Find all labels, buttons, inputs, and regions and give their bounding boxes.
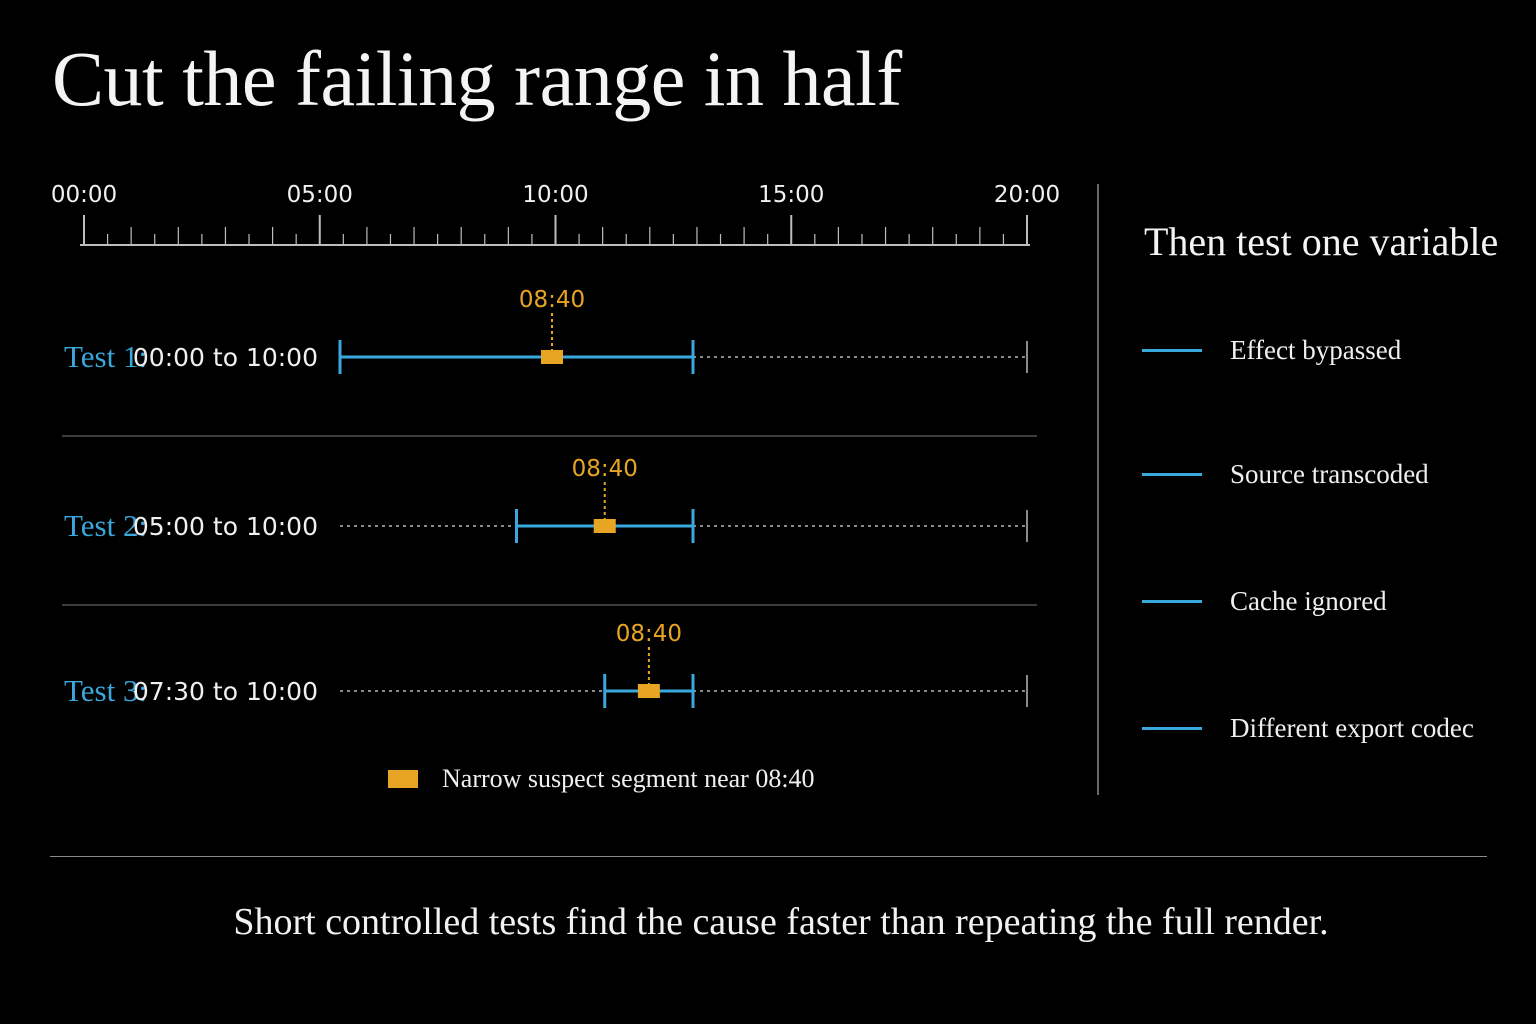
legend-label: Narrow suspect segment near 08:40: [442, 764, 815, 793]
suspect-marker-label: 08:40: [572, 456, 638, 482]
variable-line-icon: [1142, 599, 1202, 603]
suspect-marker-label: 08:40: [616, 621, 682, 647]
test-label: Test 3:: [64, 673, 147, 708]
variable-line-icon: [1142, 348, 1202, 352]
variable-item-effect-bypassed: Effect bypassed: [1142, 335, 1401, 365]
suspect-segment-marker: [541, 350, 563, 364]
variable-line-icon: [1142, 472, 1202, 476]
test-label: Test 1:: [64, 339, 147, 374]
test-range-text: 05:00 to 10:00: [133, 512, 318, 541]
suspect-segment-swatch-icon: [388, 770, 418, 788]
ruler-tick-label: 20:00: [994, 182, 1060, 208]
page-title: Cut the failing range in half: [52, 35, 902, 122]
ruler-tick-label: 00:00: [51, 182, 117, 208]
variable-item-source-transcoded: Source transcoded: [1142, 459, 1429, 489]
test-range-text: 00:00 to 10:00: [133, 343, 318, 372]
suspect-segment-marker: [593, 519, 616, 533]
ruler-tick-label: 15:00: [758, 182, 824, 208]
side-panel-title: Then test one variable: [1144, 219, 1499, 264]
variable-label: Different export codec: [1230, 712, 1474, 743]
footer-divider: [50, 856, 1487, 857]
test-label: Test 2:: [64, 508, 147, 543]
variable-item-different-export-codec: Different export codec: [1142, 713, 1474, 743]
suspect-segment-marker: [637, 684, 660, 698]
variable-line-icon: [1142, 726, 1202, 730]
test-range-text: 07:30 to 10:00: [133, 677, 318, 706]
variable-label: Effect bypassed: [1230, 334, 1402, 365]
suspect-marker-label: 08:40: [519, 287, 585, 313]
ruler-tick-label: 10:00: [522, 182, 588, 208]
ruler-tick-label: 05:00: [287, 182, 353, 208]
legend: Narrow suspect segment near 08:40: [388, 764, 815, 794]
footer-caption: Short controlled tests find the cause fa…: [233, 901, 1329, 943]
variable-item-cache-ignored: Cache ignored: [1142, 586, 1387, 616]
variable-label: Cache ignored: [1230, 585, 1387, 616]
variable-label: Source transcoded: [1230, 458, 1429, 489]
